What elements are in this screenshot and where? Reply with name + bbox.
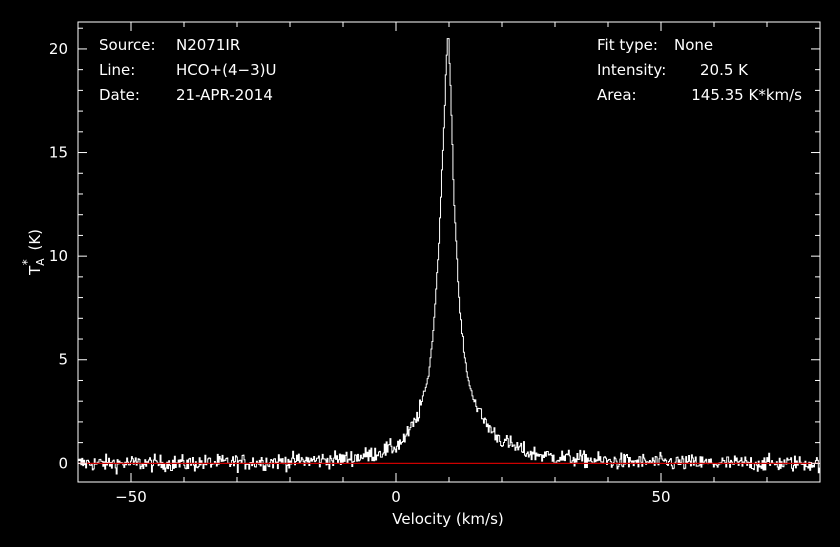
date-key: Date: (99, 86, 140, 104)
area-key: Area: (597, 86, 637, 104)
spectrum-line (78, 38, 820, 475)
axis-ticks: 0 5 10 15 20 −50 0 50 (49, 22, 821, 506)
intensity-key: Intensity: (597, 61, 666, 79)
x-axis-title: Velocity (km/s) (392, 510, 503, 528)
source-key: Source: (99, 36, 156, 54)
x-tick-label: −50 (115, 488, 147, 506)
y-tick-label: 5 (58, 351, 68, 369)
x-tick-label: 50 (651, 488, 670, 506)
fit-type-key: Fit type: (597, 36, 658, 54)
y-tick-label: 20 (49, 40, 68, 58)
y-tick-label: 10 (49, 247, 68, 265)
line-key: Line: (99, 61, 135, 79)
intensity-value: 20.5 K (700, 61, 749, 79)
y-tick-label: 15 (49, 144, 68, 162)
y-tick-label: 0 (58, 454, 68, 472)
date-value: 21-APR-2014 (176, 86, 273, 104)
line-value: HCO+(4−3)U (176, 61, 276, 79)
area-value: 145.35 K*km/s (691, 86, 802, 104)
x-tick-label: 0 (391, 488, 401, 506)
plot-area (78, 38, 820, 475)
fit-type-value: None (674, 36, 713, 54)
source-value: N2071IR (176, 36, 240, 54)
